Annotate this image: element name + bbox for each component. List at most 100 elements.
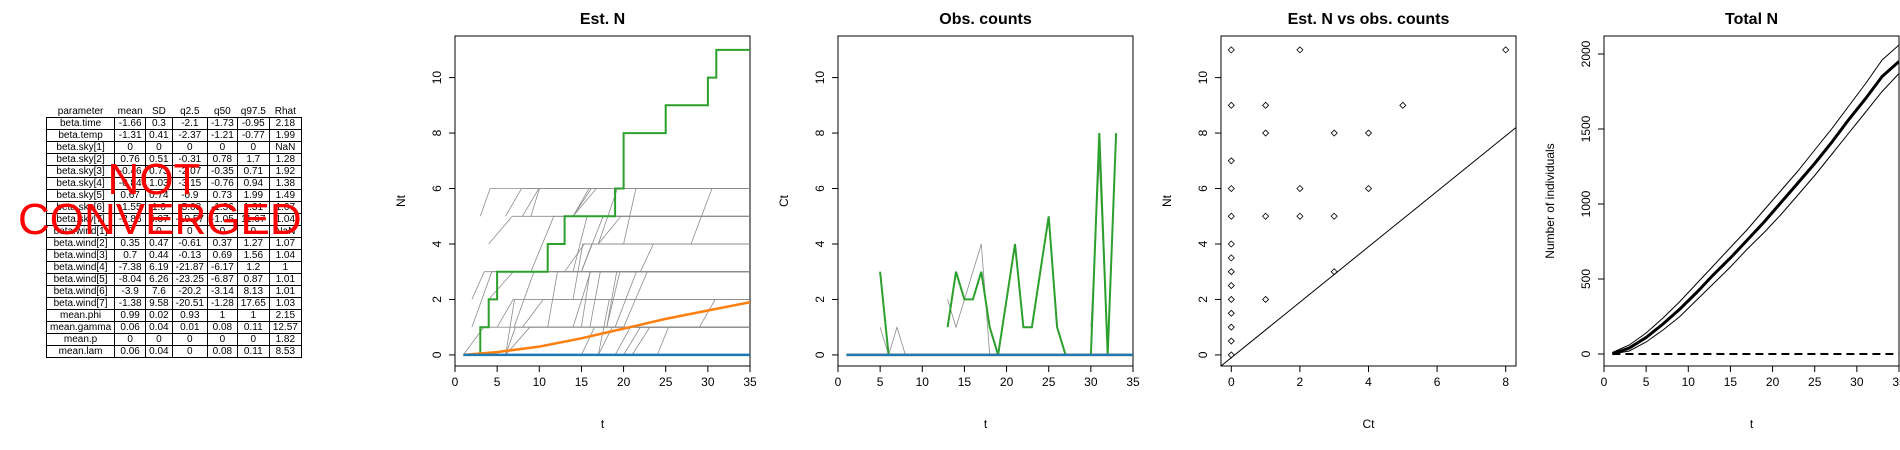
table-cell: 0.11: [236, 345, 270, 358]
y-tick-label: 1500: [1579, 115, 1593, 142]
scatter-point: [1364, 184, 1373, 193]
trajectory-line: [656, 326, 750, 356]
scatter-point: [1262, 101, 1270, 109]
x-tick-label: 25: [1808, 375, 1822, 389]
y-tick-label: 0: [430, 351, 444, 358]
scatter-point: [1227, 184, 1235, 193]
trajectory-line: [572, 188, 750, 217]
column-header: q97.5: [240, 106, 266, 117]
y-tick-label: 8: [1196, 129, 1210, 136]
plot-frame: [837, 35, 1134, 367]
scatter-point: [1330, 129, 1338, 137]
y-axis-label: Number of individuals: [1543, 143, 1557, 258]
table-body: beta.time -1.66 0.3 -2.1 -1.73 -0.95 2.18 beta.…: [45, 117, 302, 358]
x-tick-label: 0: [835, 375, 842, 389]
x-tick-label: 6: [1434, 375, 1441, 389]
x-tick-label: 15: [575, 375, 589, 389]
scatter-point: [1227, 46, 1235, 54]
scatter-point: [1227, 212, 1235, 220]
x-tick-label: 15: [958, 375, 972, 389]
trajectory-line: [572, 188, 750, 217]
scatter-point: [1227, 337, 1235, 345]
chart-title: Est. N vs obs. counts: [1288, 11, 1450, 28]
y-tick-label: 10: [813, 71, 827, 85]
trajectory-line: [496, 298, 750, 328]
scatter-point: [1296, 184, 1304, 193]
series-line-green: [1089, 133, 1118, 355]
trajectory-line: [623, 326, 750, 356]
reference-line: [1221, 127, 1516, 366]
y-tick-label: 0: [1579, 350, 1593, 357]
x-tick-label: 35: [1126, 375, 1140, 389]
column-header: mean: [117, 106, 143, 117]
series-line-thin: [1612, 44, 1899, 353]
y-tick-label: 1000: [1579, 190, 1593, 217]
series-line-green: [946, 216, 1067, 356]
table-row: mean.gamma 0.06 0.04 0.01 0.08 0.11 12.57: [45, 321, 302, 334]
chart-title: Total N: [1725, 11, 1778, 28]
table-row: beta.sky[5] 0.67 0.74 -0.9 0.73 1.99 1.49: [45, 189, 302, 202]
table-cell: mean.lam: [45, 345, 116, 358]
parameter-summary-table: parameter mean SD q2.5 q50 q97.5 Rhat beta.tim…: [45, 106, 302, 358]
plot-frame: [1603, 35, 1900, 367]
scatter-point: [1227, 351, 1235, 359]
y-tick-label: 500: [1579, 269, 1593, 289]
x-tick-label: 15: [1724, 375, 1738, 389]
x-tick-label: 5: [1643, 375, 1650, 389]
x-tick-label: 25: [1042, 375, 1056, 389]
y-tick-label: 2: [813, 296, 827, 303]
table-row: beta.wind[4] -7.38 6.19 -21.87 -6.17 1.2 1: [45, 261, 302, 274]
scatter-point: [1227, 282, 1235, 290]
plot-frame: [454, 35, 751, 367]
scatter-point: [1330, 268, 1338, 276]
x-axis-label: t: [1750, 417, 1754, 431]
x-tick-label: 0: [452, 375, 459, 389]
scatter-point: [1262, 295, 1270, 304]
table-row: beta.sky[2] 0.76 0.51 -0.31 0.78 1.7 1.28: [45, 153, 302, 166]
y-tick-label: 2000: [1579, 40, 1593, 67]
x-tick-label: 20: [1766, 375, 1780, 389]
table-row: beta.time -1.66 0.3 -2.1 -1.73 -0.95 2.18: [45, 117, 302, 130]
x-tick-label: 8: [1502, 375, 1509, 389]
trajectory-line: [488, 215, 750, 245]
x-tick-label: 10: [533, 375, 547, 389]
table-row: mean.lam 0.06 0.04 0 0.08 0.11 8.53: [45, 345, 302, 358]
table-header-row: parameter mean SD q2.5 q50 q97.5 Rhat: [47, 106, 302, 118]
column-header: SD: [151, 106, 166, 117]
x-tick-label: 4: [1365, 375, 1372, 389]
y-tick-label: 4: [430, 240, 444, 247]
table-row: beta.temp -1.31 0.41 -2.37 -1.21 -0.77 1.99: [45, 129, 302, 142]
trajectory-line: [597, 326, 750, 356]
y-tick-label: 10: [1196, 71, 1210, 85]
y-tick-label: 4: [813, 240, 827, 247]
x-axis-label: Ct: [1363, 417, 1376, 431]
scatter-point: [1262, 212, 1270, 220]
table-row: beta.sky[1] 0 0 0 0 0 NaN: [45, 141, 302, 154]
y-tick-label: 6: [813, 185, 827, 192]
series-line-thin: [1612, 73, 1899, 355]
trajectory-line: [1090, 160, 1109, 355]
scatter-point: [1227, 240, 1235, 248]
x-tick-label: 35: [1892, 375, 1900, 389]
table-cell: 0.04: [145, 345, 173, 358]
column-header: Rhat: [274, 106, 296, 117]
x-tick-label: 30: [701, 375, 715, 389]
table-cell: 0: [171, 345, 208, 358]
trajectory-line: [879, 325, 906, 357]
plot-frame: [1220, 35, 1517, 367]
table-row: mean.phi 0.99 0.02 0.93 1 1 2.15: [45, 309, 302, 322]
scatter-point: [1296, 212, 1304, 220]
y-tick-label: 4: [1196, 240, 1210, 247]
series-line-thick: [1611, 60, 1899, 356]
x-axis-label: t: [984, 417, 988, 431]
table-row: beta.wind[7] -1.38 9.58 -20.51 -1.28 17.65 1.0…: [45, 297, 302, 310]
trajectory-line: [505, 188, 750, 217]
y-tick-label: 8: [430, 129, 444, 136]
table-row: beta.sky[7] -2.86 6.07 -19.57 -1.05 11.67 1.04: [45, 213, 302, 226]
trajectory-line: [623, 271, 750, 328]
column-header: q50: [214, 106, 231, 117]
trajectory-line: [505, 298, 750, 355]
x-tick-label: 25: [659, 375, 673, 389]
trajectory-line: [471, 271, 750, 300]
y-tick-label: 0: [813, 351, 827, 358]
